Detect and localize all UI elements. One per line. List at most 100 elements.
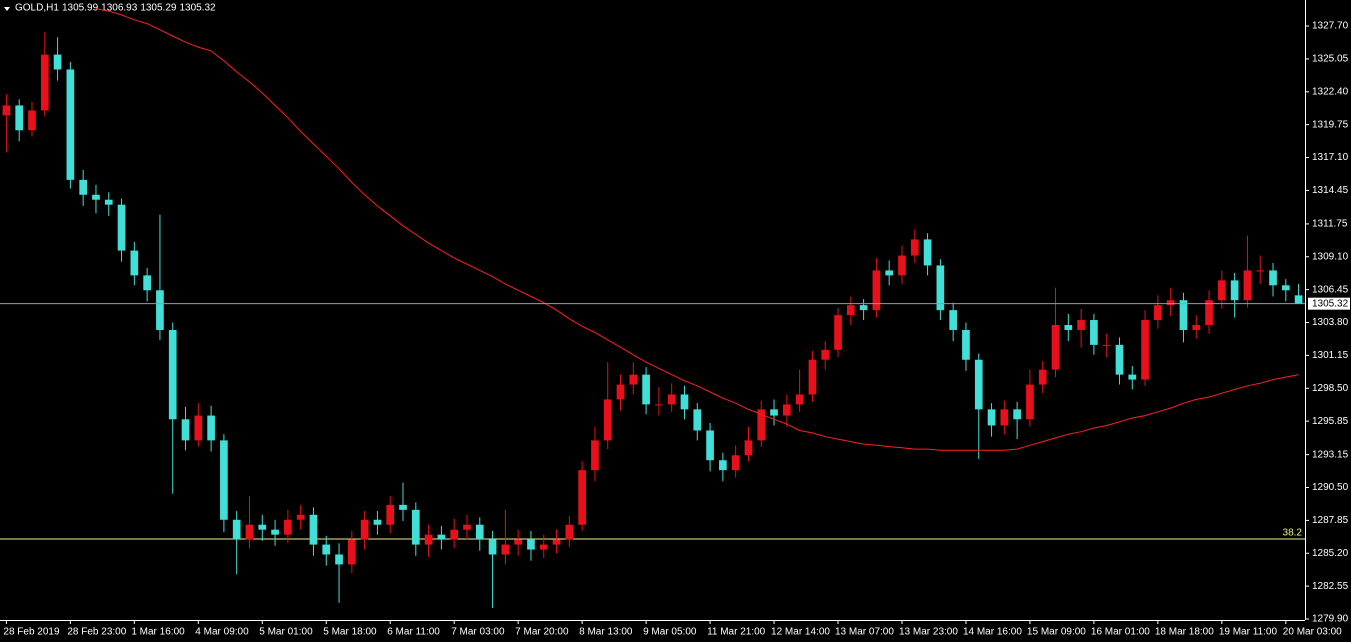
candle-body xyxy=(1243,270,1252,301)
candle-body xyxy=(603,399,612,441)
y-tick-label: 1309.10 xyxy=(1312,251,1349,262)
candle-body xyxy=(1166,300,1175,306)
candle-body xyxy=(130,250,139,276)
candle-body xyxy=(156,290,164,330)
candle-body xyxy=(335,554,343,565)
candle-body xyxy=(655,404,663,406)
candle-body xyxy=(1192,325,1201,330)
candle-body xyxy=(770,409,778,416)
candle-body xyxy=(220,440,228,520)
x-tick-label: 13 Mar 23:00 xyxy=(899,627,958,638)
candle-body xyxy=(348,539,356,565)
y-tick-label: 1293.15 xyxy=(1312,449,1349,460)
candle-body xyxy=(424,534,433,545)
candle-body xyxy=(1256,270,1265,272)
candle-body xyxy=(936,265,945,311)
candle-body xyxy=(1102,344,1111,346)
x-tick-label: 18 Mar 18:00 xyxy=(1155,627,1214,638)
candle-body xyxy=(463,524,471,530)
candle-body xyxy=(1269,270,1277,286)
candle-body xyxy=(1230,280,1239,301)
candle-body xyxy=(28,110,36,131)
moving-average xyxy=(95,8,1299,451)
fib-label: 38.2 xyxy=(1283,528,1303,539)
candle-body xyxy=(1051,325,1060,370)
candle-body xyxy=(744,440,753,456)
candle-body xyxy=(79,179,87,195)
candle-body xyxy=(1000,409,1009,426)
x-tick-label: 28 Feb 2019 xyxy=(3,627,60,638)
candle-body xyxy=(40,54,49,111)
candle-body xyxy=(1090,320,1098,345)
y-tick-label: 1290.50 xyxy=(1312,482,1349,493)
candle-body xyxy=(1026,384,1034,420)
candle-body xyxy=(898,255,906,276)
candle-body xyxy=(578,470,586,525)
candle-body xyxy=(962,329,970,360)
candle-body xyxy=(591,440,599,471)
candle-body xyxy=(795,394,804,405)
x-tick-label: 13 Mar 07:00 xyxy=(835,627,894,638)
candle-body xyxy=(322,544,331,555)
candle-body xyxy=(143,275,151,291)
candle-body xyxy=(706,430,714,461)
candle-body xyxy=(1281,285,1290,291)
candle-body xyxy=(245,524,254,540)
candle-body xyxy=(846,305,855,316)
candle-body xyxy=(284,519,292,535)
y-tick-label: 1325.05 xyxy=(1312,54,1349,65)
candle-body xyxy=(719,460,727,471)
x-tick-label: 5 Mar 01:00 xyxy=(259,627,313,638)
y-tick-label: 1327.70 xyxy=(1312,21,1349,32)
candle-body xyxy=(539,544,548,550)
last-bar-value: 1305.32 xyxy=(179,3,216,14)
x-tick-label: 4 Mar 09:00 xyxy=(195,627,249,638)
candle-body xyxy=(501,544,510,555)
x-tick-label: 14 Mar 16:00 xyxy=(963,627,1022,638)
candle-body xyxy=(974,359,983,410)
candle-body xyxy=(859,305,868,311)
last-bar-value: 1306.93 xyxy=(101,3,138,14)
candle-body xyxy=(373,519,382,525)
candle-body xyxy=(565,524,574,540)
candle-body xyxy=(616,384,625,400)
candle-body xyxy=(104,199,113,205)
candle-body xyxy=(15,105,24,131)
candle-body xyxy=(1128,374,1137,380)
candle-body xyxy=(437,534,446,540)
candle-body xyxy=(181,419,190,441)
candle-body xyxy=(783,404,791,416)
candle-body xyxy=(1141,320,1149,380)
x-tick-label: 8 Mar 13:00 xyxy=(579,627,633,638)
candle-body xyxy=(258,524,267,530)
candle-body xyxy=(309,514,318,545)
candle-body xyxy=(1115,344,1124,375)
candle-body xyxy=(949,310,957,330)
x-tick-label: 16 Mar 01:00 xyxy=(1091,627,1150,638)
candle-body xyxy=(923,239,932,266)
y-tick-label: 1319.75 xyxy=(1312,119,1349,130)
last-bar-value: 1305.99 xyxy=(62,3,99,14)
x-tick-label: 11 Mar 21:00 xyxy=(707,627,766,638)
candle-body xyxy=(117,204,126,251)
candle-body xyxy=(360,519,369,540)
candle-body xyxy=(207,415,215,441)
candle-body xyxy=(910,239,919,256)
y-tick-label: 1317.10 xyxy=(1312,152,1349,163)
candle-body xyxy=(1218,280,1226,301)
price-label: 1305.32 xyxy=(1312,298,1349,309)
candle-body xyxy=(527,539,535,550)
candle-body xyxy=(1294,295,1303,304)
y-tick-label: 1285.20 xyxy=(1312,548,1349,559)
candle-body xyxy=(232,519,241,540)
candle-body xyxy=(92,194,100,200)
candle-body xyxy=(1077,320,1085,330)
candle-body xyxy=(386,504,395,525)
candle-body xyxy=(834,315,842,350)
candle-body xyxy=(1064,325,1073,330)
candle-body xyxy=(2,105,11,116)
candle-body xyxy=(1038,369,1047,385)
